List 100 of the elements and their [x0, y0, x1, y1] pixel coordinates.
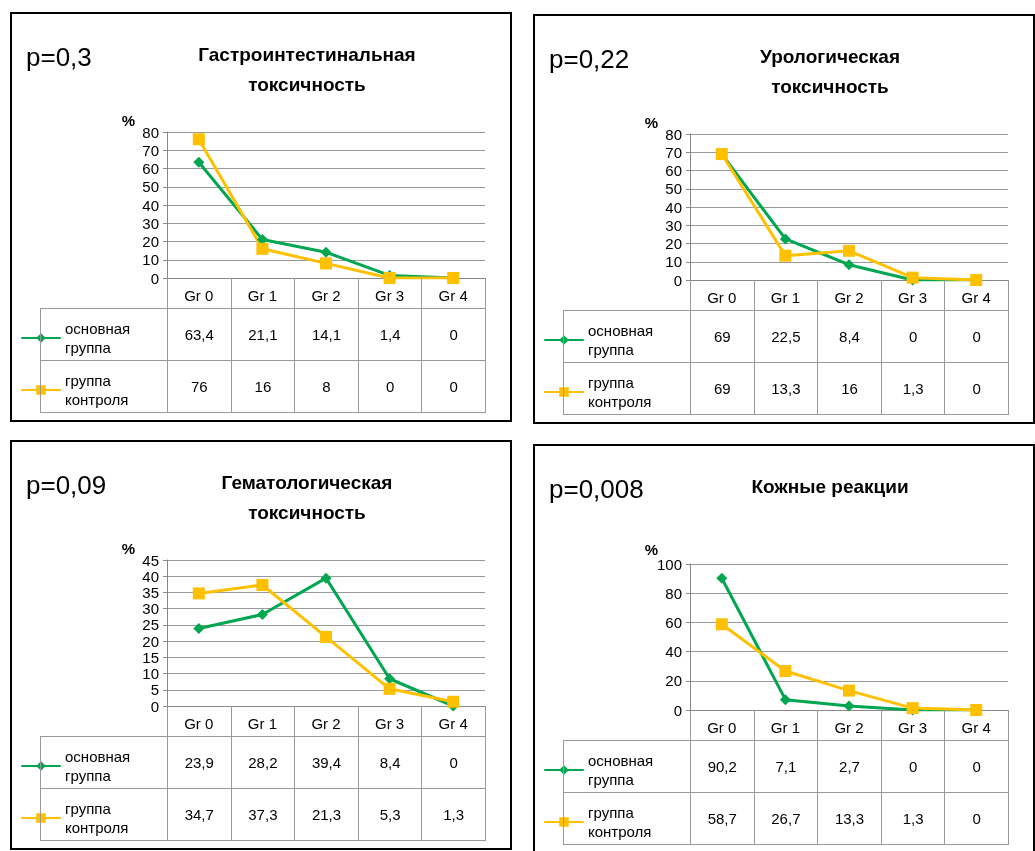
- x-tick-label: Gr 1: [770, 719, 800, 736]
- point: [193, 622, 205, 634]
- chart-title: Гастроинтестинальная токсичность: [198, 43, 416, 95]
- y-tick-label: 60: [142, 160, 159, 177]
- data-label: 16: [231, 360, 295, 412]
- data-label: 0: [881, 740, 945, 792]
- y-tick-label: 35: [142, 583, 159, 601]
- data-label: 26,7: [754, 792, 818, 844]
- text: p=0,09: [26, 470, 107, 500]
- y-tick-label: 50: [142, 178, 159, 196]
- legend-label: группа контроля: [65, 800, 129, 836]
- text: p=0,3: [26, 42, 92, 72]
- legend-label: основная группа: [65, 748, 131, 784]
- data-label: 5,3: [358, 788, 422, 840]
- data-label: 1,3: [421, 788, 486, 840]
- y-tick-label: 20: [142, 233, 159, 250]
- data-label: 7,1: [754, 740, 818, 792]
- y-tick-label: 100: [656, 555, 682, 573]
- data-label: 8,4: [358, 736, 422, 788]
- chart-title: Кожные реакции: [751, 475, 909, 497]
- x-tick-label: Gr 3: [375, 715, 405, 732]
- data-label: 0: [881, 310, 945, 362]
- point: [716, 572, 728, 584]
- point: [843, 684, 855, 697]
- point: [843, 259, 855, 271]
- point: [779, 694, 791, 706]
- x-tick-label: Gr 0: [707, 289, 737, 306]
- legend-label: основная группа: [65, 320, 131, 356]
- data-label: 1,3: [881, 792, 945, 844]
- point: [320, 572, 332, 584]
- y-tick-label: 5: [150, 681, 159, 699]
- y-axis-title: %: [644, 540, 658, 558]
- x-tick-label: Gr 1: [247, 287, 277, 304]
- legend-label: основная группа: [588, 322, 654, 358]
- y-tick-label: 40: [665, 198, 682, 216]
- data-label: 34,7: [167, 788, 232, 840]
- x-tick-label: Gr 2: [311, 287, 341, 304]
- point: [779, 233, 791, 245]
- point: [843, 244, 855, 257]
- point: [192, 133, 205, 146]
- y-tick-label: 45: [142, 551, 159, 569]
- legend-label: группа контроля: [588, 374, 652, 410]
- data-label: 0: [944, 792, 1009, 844]
- y-tick-label: 60: [665, 613, 682, 631]
- y-tick-label: 80: [665, 125, 682, 143]
- data-label: 14,1: [294, 308, 359, 360]
- data-label: 0: [358, 360, 422, 412]
- data-label: 28,2: [231, 736, 295, 788]
- point: [193, 156, 205, 168]
- x-tick-label: Gr 0: [184, 715, 214, 732]
- y-tick-label: 20: [665, 672, 682, 690]
- x-tick-label: Gr 4: [438, 287, 468, 304]
- point: [320, 257, 332, 270]
- y-tick-label: 70: [665, 143, 682, 161]
- point: [779, 249, 792, 262]
- x-tick-label: Gr 4: [438, 715, 468, 732]
- data-label: 58,7: [690, 792, 755, 844]
- y-tick-label: 25: [142, 616, 159, 634]
- point: [256, 242, 269, 255]
- y-tick-label: 80: [142, 123, 159, 141]
- y-tick-label: 70: [142, 141, 159, 159]
- x-tick-label: Gr 3: [898, 289, 928, 306]
- data-label: 76: [167, 360, 232, 412]
- legend-label: группа контроля: [588, 804, 652, 840]
- data-label: 2,7: [817, 740, 882, 792]
- legend-label: группа контроля: [65, 372, 129, 408]
- data-label: 13,3: [754, 362, 818, 414]
- data-label: 0: [421, 360, 486, 412]
- x-tick-label: Gr 2: [834, 719, 864, 736]
- text: p=0,008: [549, 474, 644, 504]
- point: [779, 665, 792, 678]
- x-tick-label: Gr 1: [770, 289, 800, 306]
- data-label: 16: [817, 362, 882, 414]
- y-tick-label: 0: [150, 697, 159, 715]
- point: [320, 630, 332, 643]
- data-label: 0: [944, 362, 1009, 414]
- text: p=0,22: [549, 44, 630, 74]
- y-tick-label: 30: [142, 600, 159, 618]
- y-axis-title: %: [121, 540, 135, 557]
- x-tick-label: Gr 1: [247, 715, 277, 732]
- y-tick-label: 30: [142, 214, 159, 232]
- y-tick-label: 0: [673, 701, 682, 719]
- point: [256, 609, 268, 621]
- y-axis-title: %: [121, 112, 135, 129]
- data-label: 21,1: [231, 308, 295, 360]
- y-tick-label: 30: [665, 216, 682, 234]
- point: [256, 578, 269, 591]
- data-label: 90,2: [690, 740, 755, 792]
- y-tick-label: 50: [665, 180, 682, 198]
- data-label: 69: [690, 362, 755, 414]
- data-label: 39,4: [294, 736, 359, 788]
- x-tick-label: Gr 3: [898, 719, 928, 736]
- chart-title: Гематологическая токсичность: [221, 471, 393, 523]
- data-label: 0: [421, 736, 486, 788]
- data-label: 37,3: [231, 788, 295, 840]
- x-tick-label: Gr 3: [375, 287, 405, 304]
- point: [320, 246, 332, 258]
- data-label: 0: [944, 310, 1009, 362]
- y-tick-label: 20: [665, 235, 682, 252]
- data-label: 1,4: [358, 308, 422, 360]
